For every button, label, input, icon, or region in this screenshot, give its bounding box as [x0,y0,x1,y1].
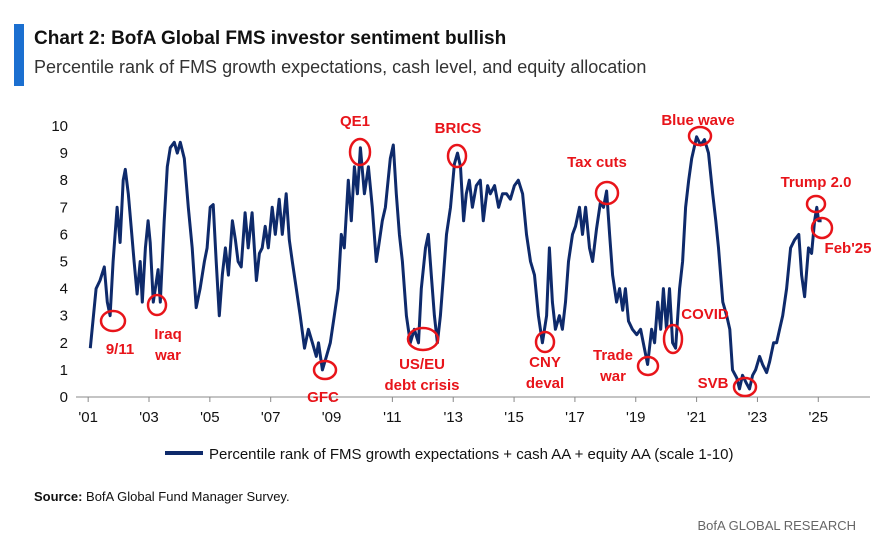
title-accent [14,24,24,86]
x-tick-label: '11 [383,409,401,426]
x-tick-label: '07 [261,409,281,426]
annotation-text: Trade [593,347,633,364]
annotation-text: Trump 2.0 [781,174,852,191]
annotation-text: Feb'25 [825,240,872,257]
annotation-circle [534,330,556,354]
annotation-text: Blue wave [661,112,734,129]
x-tick-label: '17 [565,409,585,426]
annotation-text: Iraq [154,326,182,343]
x-tick-label: '23 [748,409,768,426]
y-tick-label: 9 [60,145,68,162]
x-tick-label: '15 [504,409,524,426]
annotation-circle [636,355,660,377]
x-tick-label: '25 [809,409,829,426]
y-tick-label: 4 [60,281,68,298]
x-tick-label: '21 [687,409,707,426]
footer: BofA GLOBAL RESEARCH [698,518,856,533]
annotation-circle [732,376,758,398]
annotation-text: QE1 [340,113,370,130]
y-tick-label: 3 [60,308,68,325]
annotation-circle [312,359,338,381]
chart-subtitle: Percentile rank of FMS growth expectatio… [34,57,646,77]
annotation-text: war [154,347,181,364]
annotation-circle [810,216,834,240]
annotation-text: COVID [681,306,729,323]
y-tick-label: 5 [60,254,68,271]
annotation-text: CNY [529,354,561,371]
x-tick-label: '19 [626,409,646,426]
annotation-circle [662,323,684,355]
annotation-text: BRICS [435,120,482,137]
y-tick-label: 8 [60,172,68,189]
y-tick-label: 6 [60,226,68,243]
y-tick-label: 10 [51,118,68,135]
chart-title: Chart 2: BofA Global FMS investor sentim… [34,28,506,49]
annotation-text: SVB [698,375,729,392]
annotation-circle [99,309,127,333]
y-tick-label: 7 [60,199,68,216]
source-text: BofA Global Fund Manager Survey. [86,489,290,504]
x-tick-label: '09 [322,409,342,426]
annotation-circle [594,180,620,206]
annotation-text: Tax cuts [567,154,627,171]
annotation-circle [805,194,827,214]
annotation-circle [146,293,168,317]
annotation-text: war [599,368,626,385]
x-tick-label: '03 [139,409,159,426]
x-tick-label: '01 [78,409,98,426]
y-tick-label: 0 [60,389,68,406]
source-label: Source: [34,489,82,504]
annotation-text: GFC [307,389,339,406]
annotation-circle [406,326,440,352]
y-tick-label: 1 [60,362,68,379]
annotation-text: deval [526,375,564,392]
annotation-text: US/EU [399,356,445,373]
y-tick-label: 2 [60,335,68,352]
x-tick-label: '05 [200,409,220,426]
annotation-circle [348,137,372,167]
legend-label: Percentile rank of FMS growth expectatio… [209,446,733,463]
series-line [88,135,822,391]
annotation-circle [687,125,713,147]
source: Source: BofA Global Fund Manager Survey. [34,489,290,504]
annotation-text: 9/11 [106,341,134,358]
x-tick-label: '13 [443,409,463,426]
annotation-circle [446,143,468,169]
annotation-text: debt crisis [384,377,459,394]
